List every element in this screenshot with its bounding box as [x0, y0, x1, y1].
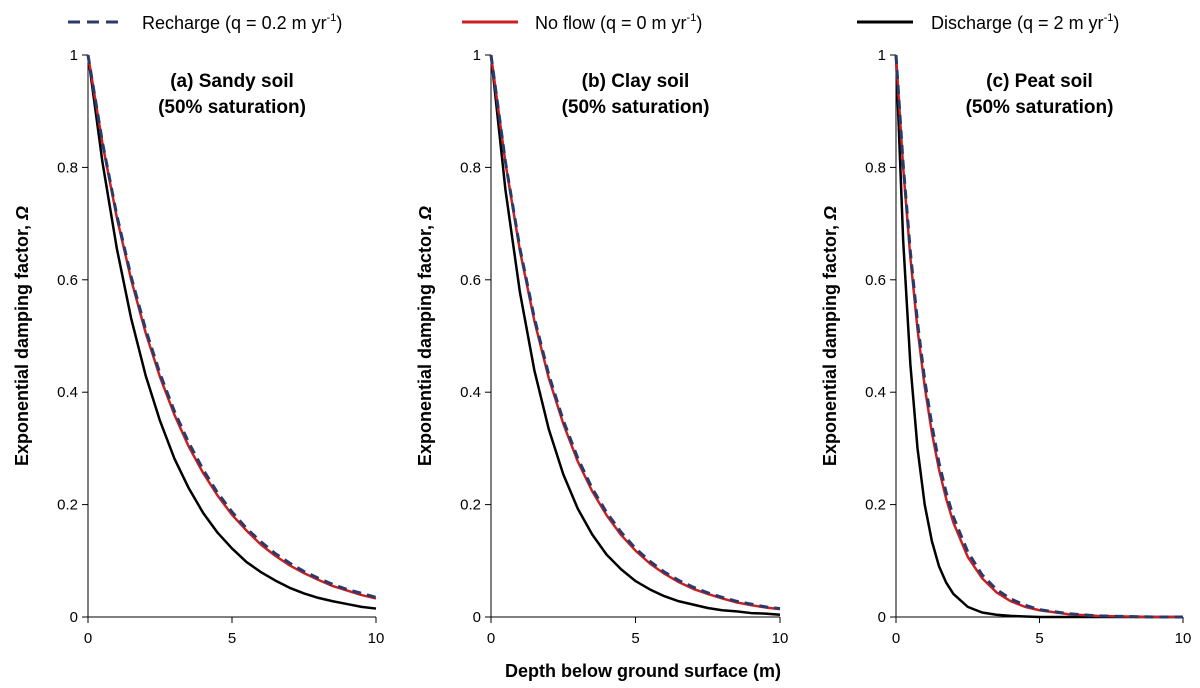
y-tick-label: 0.2 — [865, 497, 886, 514]
y-tick-label: 0.2 — [460, 497, 481, 514]
x-tick-label: 0 — [84, 630, 92, 647]
x-tick-label: 10 — [368, 630, 385, 647]
x-tick-label: 5 — [631, 630, 639, 647]
y-axis-label: Exponential damping factor, Ω — [415, 206, 435, 466]
panel-title-line: (50% saturation) — [562, 97, 710, 118]
legend-recharge-label: Recharge (q = 0.2 m yr-1) — [142, 12, 342, 33]
y-tick-label: 0.2 — [57, 497, 78, 514]
series-line-noflow — [489, 54, 781, 611]
series-line-recharge — [86, 54, 377, 599]
y-tick-label: 0.4 — [865, 384, 886, 401]
y-tick-label: 0 — [878, 609, 886, 626]
y-tick-label: 0.6 — [460, 272, 481, 289]
y-axis-label: Exponential damping factor, Ω — [820, 206, 840, 466]
x-axis-label: Depth below ground surface (m) — [505, 661, 781, 681]
panel-title-line: (b) Clay soil — [582, 71, 690, 92]
panel-title-line: (c) Peat soil — [986, 71, 1093, 92]
panel-title-line: (a) Sandy soil — [170, 71, 294, 92]
y-tick-label: 0.8 — [865, 159, 886, 176]
panel-title-line: (50% saturation) — [158, 97, 306, 118]
panel-title-line: (50% saturation) — [966, 97, 1114, 118]
series-line-discharge — [489, 54, 781, 616]
y-tick-label: 0.6 — [57, 272, 78, 289]
y-tick-label: 0.8 — [57, 159, 78, 176]
y-tick-label: 0 — [70, 609, 78, 626]
legend: Recharge (q = 0.2 m yr-1) No flow (q = 0… — [68, 12, 1119, 33]
series-line-recharge — [894, 54, 1183, 619]
series-line-noflow — [894, 54, 1183, 619]
series-line-discharge — [894, 54, 1183, 619]
x-tick-label: 5 — [228, 630, 236, 647]
x-tick-label: 0 — [487, 630, 495, 647]
series-line-discharge — [86, 54, 377, 610]
x-tick-label: 0 — [892, 630, 900, 647]
x-tick-label: 10 — [772, 630, 789, 647]
x-tick-label: 5 — [1035, 630, 1043, 647]
y-axis-label: Exponential damping factor, Ω — [12, 206, 32, 466]
y-tick-label: 1 — [878, 47, 886, 64]
x-tick-label: 10 — [1175, 630, 1192, 647]
legend-noflow-label: No flow (q = 0 m yr-1) — [535, 12, 702, 33]
y-tick-label: 0 — [473, 609, 481, 626]
y-tick-label: 1 — [70, 47, 78, 64]
series-line-noflow — [86, 54, 377, 600]
series-line-recharge — [489, 54, 781, 611]
y-tick-label: 1 — [473, 47, 481, 64]
legend-discharge-label: Discharge (q = 2 m yr-1) — [931, 12, 1119, 33]
y-tick-label: 0.6 — [865, 272, 886, 289]
y-tick-label: 0.4 — [57, 384, 78, 401]
y-tick-label: 0.4 — [460, 384, 481, 401]
y-tick-label: 0.8 — [460, 159, 481, 176]
